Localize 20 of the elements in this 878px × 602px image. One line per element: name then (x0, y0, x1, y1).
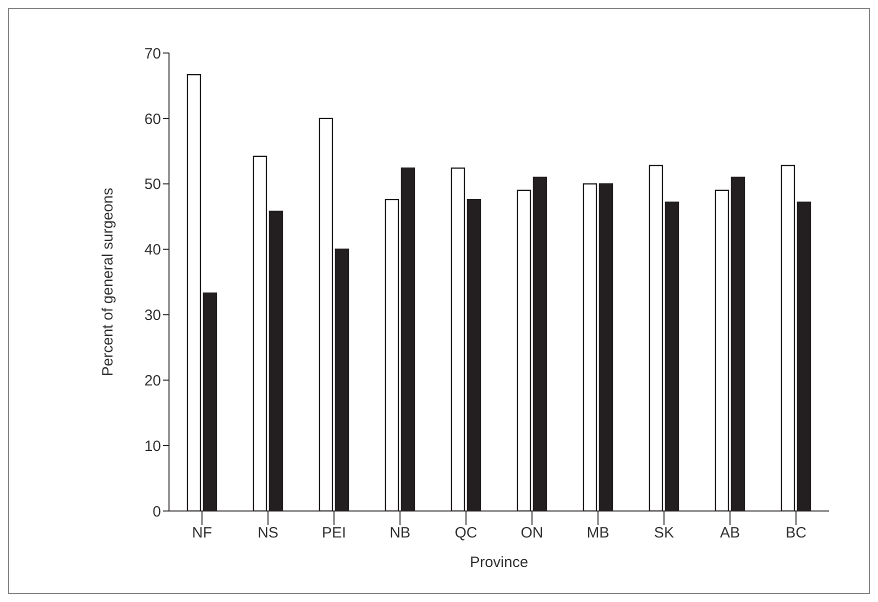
x-tick-label: AB (720, 524, 740, 542)
x-tick-label: PEI (322, 524, 346, 542)
y-tick-label: 0 (152, 503, 161, 520)
y-tick-label: 50 (144, 176, 161, 194)
x-tick-label: QC (454, 524, 478, 542)
x-tick-label: SK (654, 524, 674, 542)
y-tick-label: 20 (144, 372, 161, 390)
y-tick-label: 10 (144, 438, 161, 455)
y-tick-label: 40 (144, 242, 161, 259)
x-tick-label: NF (192, 524, 212, 542)
y-tick-label: 30 (144, 307, 161, 324)
x-tick-label: BC (786, 524, 807, 542)
x-tick-label: NB (390, 524, 410, 542)
x-tick-label: ON (520, 524, 544, 542)
y-tick-label: 70 (144, 45, 161, 62)
y-tick-label: 60 (144, 110, 161, 128)
y-axis-title: Percent of general surgeons (99, 188, 116, 376)
x-tick-label: NS (258, 524, 278, 542)
x-axis-title: Province (470, 554, 528, 571)
x-tick-label: MB (586, 524, 610, 542)
